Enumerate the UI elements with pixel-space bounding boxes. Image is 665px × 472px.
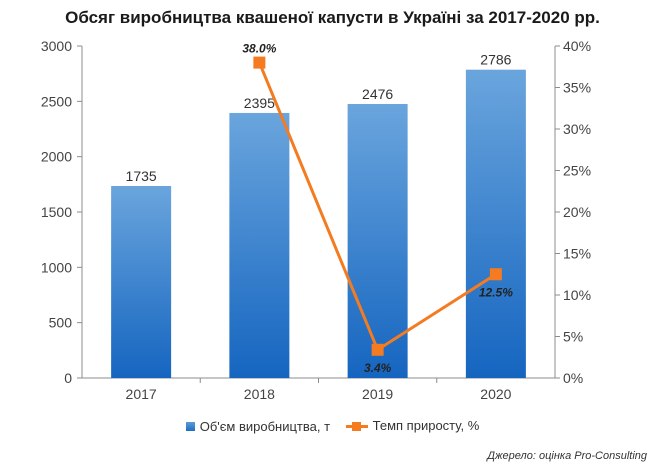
- y-right-tick-label: 40%: [563, 38, 591, 54]
- y-left-tick-label: 2500: [41, 93, 72, 109]
- line-data-label: 38.0%: [242, 42, 276, 56]
- x-tick-label: 2019: [362, 386, 393, 402]
- y-left-tick-label: 1000: [41, 259, 72, 275]
- bar: [465, 69, 526, 378]
- line-marker: [489, 268, 502, 281]
- bar: [347, 103, 408, 379]
- source-note: Джерело: оцінка Pro-Consulting: [487, 450, 647, 462]
- y-left-tick-label: 1500: [41, 204, 72, 220]
- bar-data-label: 2786: [480, 52, 511, 68]
- line-data-label: 3.4%: [364, 361, 392, 375]
- y-left-tick-label: 2000: [41, 149, 72, 165]
- y-left-tick-label: 500: [49, 315, 73, 331]
- y-right-tick-label: 5%: [563, 329, 583, 345]
- bar-data-label: 2476: [362, 86, 393, 102]
- x-tick-label: 2017: [126, 386, 157, 402]
- y-right-tick-label: 20%: [563, 204, 591, 220]
- legend-label-volume: Об'єм виробництва, т: [199, 418, 331, 434]
- y-right-tick-label: 0%: [563, 370, 583, 386]
- line-marker: [371, 343, 384, 356]
- line-marker: [253, 56, 266, 69]
- y-left-tick-label: 0: [64, 370, 72, 386]
- bar-data-label: 1735: [126, 168, 157, 184]
- chart-title: Обсяг виробництва квашеної капусти в Укр…: [65, 8, 600, 27]
- bar: [111, 185, 172, 378]
- bar: [229, 112, 290, 378]
- legend-item-growth: Темп приросту, %: [345, 418, 480, 433]
- bar-data-label: 2395: [244, 95, 275, 111]
- y-right-tick-label: 25%: [563, 163, 591, 179]
- x-tick-label: 2020: [480, 386, 511, 402]
- legend-line-swatch: [345, 421, 368, 431]
- legend-item-volume: Об'єм виробництва, т: [185, 418, 331, 434]
- y-left-tick-label: 3000: [41, 38, 72, 54]
- x-tick-label: 2018: [244, 386, 275, 402]
- legend-bar-swatch: [185, 421, 195, 431]
- y-right-tick-label: 15%: [563, 246, 591, 262]
- line-data-label: 12.5%: [479, 285, 513, 299]
- y-right-tick-label: 30%: [563, 121, 591, 137]
- y-right-tick-label: 10%: [563, 287, 591, 303]
- legend-label-growth: Темп приросту, %: [372, 418, 480, 433]
- chart-legend: Об'єм виробництва, т Темп приросту, %: [0, 418, 665, 434]
- y-right-tick-label: 35%: [563, 80, 591, 96]
